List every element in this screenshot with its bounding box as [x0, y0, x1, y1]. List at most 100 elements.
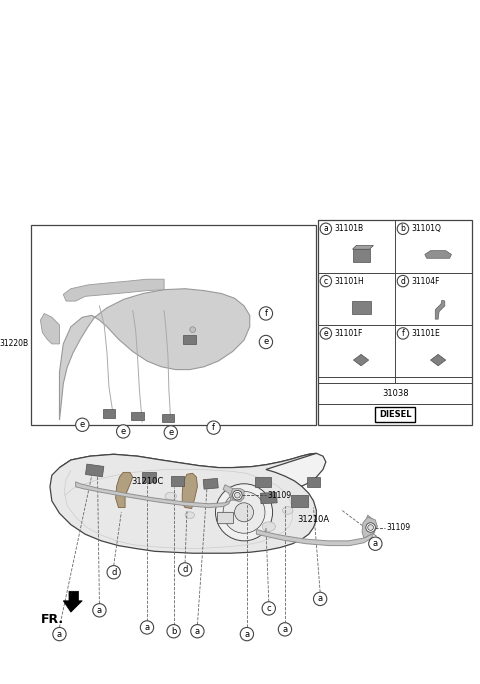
Ellipse shape [165, 492, 177, 500]
Text: e: e [264, 337, 268, 347]
FancyBboxPatch shape [217, 512, 234, 524]
Text: a: a [195, 627, 200, 635]
Text: a: a [244, 629, 250, 639]
Text: a: a [282, 625, 288, 634]
Polygon shape [435, 300, 445, 319]
Text: e: e [168, 428, 173, 437]
Polygon shape [162, 414, 174, 423]
Text: 31210C: 31210C [131, 477, 163, 486]
Text: a: a [373, 539, 378, 548]
Text: 31210A: 31210A [298, 515, 330, 524]
Text: e: e [324, 329, 328, 338]
Circle shape [240, 627, 253, 641]
Circle shape [164, 425, 178, 439]
Polygon shape [307, 477, 320, 486]
Text: a: a [318, 594, 323, 603]
Text: c: c [266, 604, 271, 613]
Polygon shape [50, 453, 316, 553]
Text: 31220B: 31220B [0, 339, 29, 348]
Text: b: b [171, 627, 176, 635]
Text: 31101F: 31101F [335, 329, 363, 338]
Circle shape [366, 523, 375, 532]
Circle shape [179, 563, 192, 576]
Circle shape [140, 621, 154, 634]
Polygon shape [116, 473, 133, 508]
Circle shape [259, 307, 273, 320]
Text: 31101B: 31101B [335, 224, 363, 233]
Polygon shape [40, 313, 60, 344]
Bar [183, 335, 196, 344]
Text: 31104F: 31104F [411, 276, 440, 286]
Polygon shape [352, 249, 370, 261]
Polygon shape [63, 279, 164, 301]
Circle shape [397, 276, 408, 287]
Text: d: d [400, 276, 406, 286]
Ellipse shape [185, 512, 194, 518]
Text: b: b [400, 224, 406, 233]
Text: FR.: FR. [40, 614, 63, 627]
Text: f: f [212, 423, 215, 432]
Circle shape [191, 624, 204, 638]
Text: d: d [182, 565, 188, 574]
Text: DIESEL: DIESEL [379, 410, 411, 419]
Circle shape [223, 491, 265, 534]
Text: 31038: 31038 [382, 389, 408, 398]
Polygon shape [63, 591, 82, 612]
Circle shape [216, 484, 273, 541]
Polygon shape [352, 246, 373, 249]
FancyBboxPatch shape [375, 407, 415, 422]
Polygon shape [171, 476, 184, 486]
Polygon shape [60, 289, 250, 420]
Circle shape [190, 327, 195, 332]
Polygon shape [291, 495, 308, 507]
Circle shape [235, 492, 240, 498]
Circle shape [397, 223, 408, 235]
Ellipse shape [262, 522, 276, 531]
Circle shape [76, 418, 89, 432]
Circle shape [233, 490, 242, 500]
Text: e: e [120, 427, 126, 436]
Circle shape [320, 276, 332, 287]
Polygon shape [256, 515, 377, 546]
Text: 31109: 31109 [387, 523, 411, 532]
Polygon shape [231, 488, 244, 502]
Circle shape [53, 627, 66, 641]
Circle shape [313, 592, 327, 605]
Circle shape [369, 537, 382, 551]
Polygon shape [425, 250, 452, 259]
FancyBboxPatch shape [31, 225, 316, 425]
Text: f: f [264, 309, 267, 318]
Polygon shape [261, 492, 277, 503]
Circle shape [368, 525, 373, 530]
Polygon shape [255, 477, 271, 487]
Polygon shape [182, 473, 197, 508]
Circle shape [262, 602, 276, 615]
Circle shape [207, 421, 220, 434]
Text: a: a [97, 606, 102, 615]
Circle shape [397, 328, 408, 339]
Circle shape [320, 223, 332, 235]
Polygon shape [103, 409, 115, 418]
Text: a: a [324, 224, 328, 233]
Ellipse shape [283, 507, 293, 514]
Text: 31101Q: 31101Q [411, 224, 442, 233]
Circle shape [167, 624, 180, 638]
Polygon shape [203, 478, 218, 489]
Polygon shape [362, 517, 377, 538]
Text: a: a [144, 623, 150, 632]
Text: 31109: 31109 [268, 490, 292, 500]
Circle shape [117, 425, 130, 438]
Circle shape [93, 604, 106, 617]
Text: d: d [111, 568, 116, 577]
Polygon shape [353, 354, 369, 366]
Circle shape [107, 566, 120, 579]
FancyBboxPatch shape [318, 220, 472, 425]
Circle shape [320, 328, 332, 339]
Circle shape [278, 622, 292, 636]
Polygon shape [142, 473, 156, 482]
Circle shape [259, 335, 273, 349]
Text: f: f [402, 329, 404, 338]
Polygon shape [431, 354, 446, 366]
Polygon shape [76, 482, 235, 508]
Polygon shape [132, 412, 144, 421]
